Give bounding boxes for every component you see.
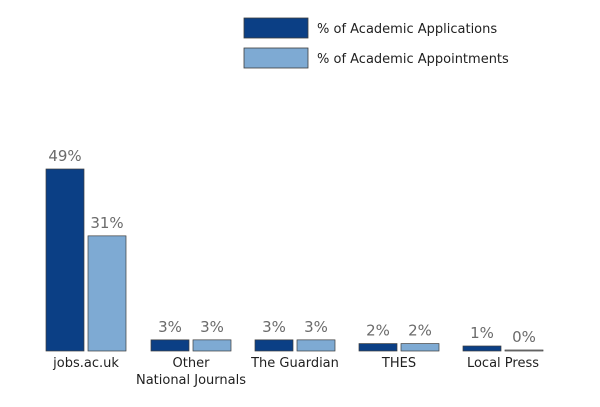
- bar-thes-appointments: [400, 343, 440, 352]
- category-label-local-press: Local Press: [467, 356, 539, 371]
- bar-jobs-ac-uk-applications: [45, 168, 85, 352]
- bar-the-guardian-appointments: [296, 339, 336, 352]
- bar-local-press-appointments: [504, 349, 544, 352]
- value-label-other-national-journals-applications: 3%: [158, 318, 182, 336]
- value-label-thes-applications: 2%: [366, 322, 390, 340]
- legend: % of Academic Applications % of Academic …: [243, 17, 509, 69]
- value-label-local-press-applications: 1%: [470, 324, 494, 342]
- value-label-jobs-ac-uk-appointments: 31%: [90, 214, 123, 232]
- legend-swatch-appointments: [243, 47, 309, 69]
- category-label-thes: THES: [381, 356, 416, 371]
- bar-the-guardian-applications: [254, 339, 294, 352]
- category-label-other-national-journals-line-1: Other: [173, 356, 211, 371]
- bar-thes-applications: [358, 343, 398, 352]
- legend-label-applications: % of Academic Applications: [317, 22, 497, 37]
- legend-label-appointments: % of Academic Appointments: [317, 52, 509, 67]
- bar-other-national-journals-applications: [150, 339, 190, 352]
- value-label-the-guardian-applications: 3%: [262, 318, 286, 336]
- legend-swatch-applications: [243, 17, 309, 39]
- bar-jobs-ac-uk-appointments: [87, 235, 127, 352]
- value-label-local-press-appointments: 0%: [512, 328, 536, 346]
- bar-local-press-applications: [462, 345, 502, 352]
- value-label-the-guardian-appointments: 3%: [304, 318, 328, 336]
- category-label-the-guardian: The Guardian: [250, 356, 339, 371]
- value-label-jobs-ac-uk-applications: 49%: [48, 147, 81, 165]
- bar-groups: [45, 168, 544, 352]
- bar-other-national-journals-appointments: [192, 339, 232, 352]
- value-labels: 49% 31% 3% 3% 3% 3% 2% 2% 1% 0%: [48, 147, 536, 346]
- value-label-thes-appointments: 2%: [408, 322, 432, 340]
- value-label-other-national-journals-appointments: 3%: [200, 318, 224, 336]
- category-label-other-national-journals-line-2: National Journals: [136, 373, 246, 388]
- category-label-jobs-ac-uk: jobs.ac.uk: [52, 356, 119, 371]
- category-labels: jobs.ac.uk Other National Journals The Guar…: [52, 356, 539, 388]
